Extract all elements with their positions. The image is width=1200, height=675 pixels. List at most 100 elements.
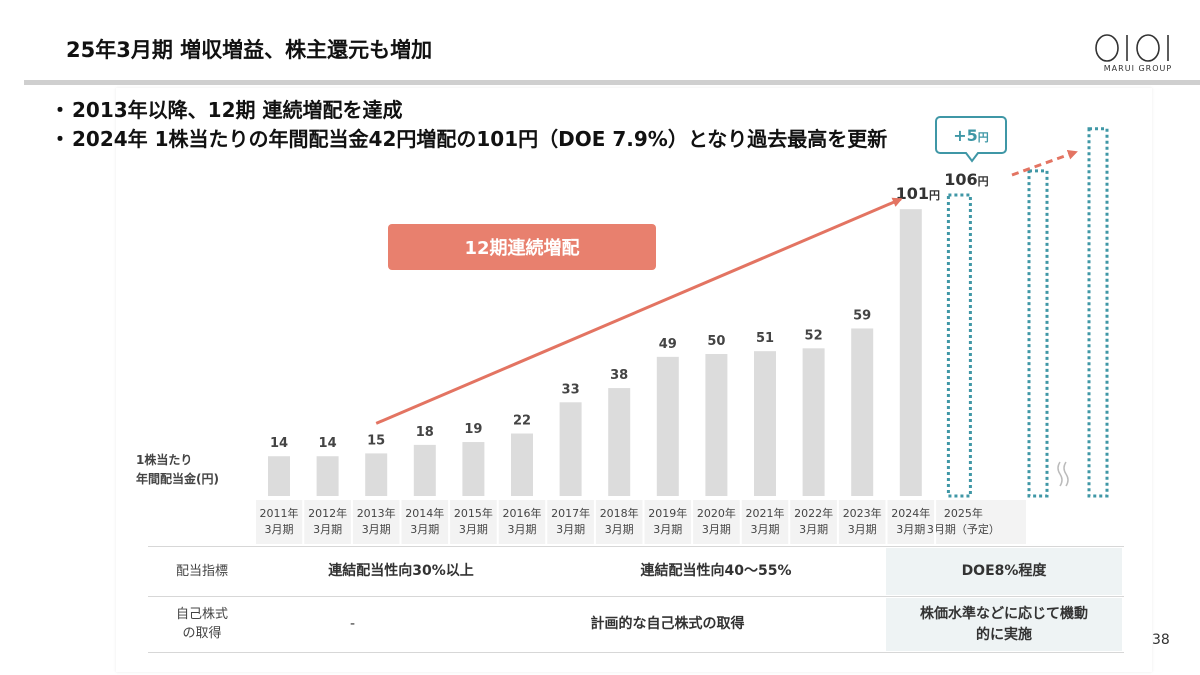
bar-value-label: 101円 [896, 184, 940, 203]
bar-forecast [946, 193, 972, 498]
bar [316, 456, 339, 496]
page-title: 25年3月期 増収増益、株主還元も増加 [66, 38, 433, 62]
bar [705, 354, 728, 496]
bar [559, 402, 582, 496]
bar-value-number: 101 [896, 184, 929, 203]
bar [656, 356, 679, 496]
bar [365, 453, 388, 496]
bar-value-label: 22 [513, 414, 531, 429]
bar-value-number: 106 [944, 170, 977, 189]
y-axis-label-line2: 年間配当金(円) [136, 471, 219, 486]
buyback-cell-flexible: 株価水準などに応じて機動的に実施 [886, 598, 1122, 651]
row-label-buyback-text: 自己株式の取得 [175, 607, 228, 641]
increase-callout [935, 116, 1007, 163]
x-tick-label: 3月期 [751, 523, 780, 536]
streak-label: 12期連続増配 [464, 237, 579, 259]
x-tick-label: 2020年 [697, 506, 736, 520]
streak-box [388, 224, 656, 270]
increase-callout-unit: 円 [978, 131, 989, 144]
x-tick-label: 2024年 [891, 506, 930, 520]
category-band [256, 500, 1026, 544]
x-tick-label: 2016年 [503, 506, 542, 520]
table-bottom-line [148, 652, 1124, 653]
logo-text: MARUI GROUP [1103, 64, 1173, 73]
row-label-buyback: 自己株式の取得 [150, 605, 254, 643]
bar [268, 456, 290, 496]
x-tick-label: 3月期 [605, 523, 634, 536]
x-tick-label: 3月期 [653, 523, 682, 536]
bullet-item: 2024年 1株当たりの年間配当金42円増配の101円（DOE 7.9%）となり… [50, 125, 912, 154]
buyback-cell-flexible-text: 株価水準などに応じて機動的に実施 [920, 605, 1088, 643]
bar-value-label: 19 [464, 422, 482, 437]
x-tick-label: 2012年 [308, 506, 347, 520]
bar-value-label: 49 [659, 337, 677, 352]
squiggle-icon [1057, 461, 1063, 487]
row-label-dividend-metric: 配当指標 [175, 564, 228, 579]
metric-cell-payout-40-55: 連結配当性向40〜55% [640, 563, 792, 579]
buyback-cell-planned: 計画的な自己株式の取得 [590, 616, 745, 632]
marui-logo [1095, 34, 1169, 62]
bar [462, 442, 485, 496]
metric-cell-payout-30: 連結配当性向30%以上 [328, 563, 474, 579]
bar-future [1027, 169, 1049, 498]
x-tick-label: 3月期 [508, 523, 537, 536]
x-tick-label: 3月期 [848, 523, 877, 536]
squiggle-icon [1063, 461, 1069, 487]
bar-value-unit: 円 [978, 175, 989, 188]
x-tick-label: 2015年 [454, 506, 493, 520]
page-number: 38 [1152, 632, 1170, 648]
x-tick-label: 3月期 [799, 523, 828, 536]
bar-value-label: 59 [853, 308, 871, 323]
bar-value-label: 52 [805, 328, 823, 343]
bar-value-label: 33 [562, 382, 580, 397]
metric-cell-doe: DOE8%程度 [886, 548, 1122, 595]
x-tick-label: 2011年 [260, 506, 299, 520]
bar-value-label: 15 [367, 433, 385, 448]
bar-value-label: 14 [270, 436, 288, 451]
bar-value-label: 50 [707, 334, 725, 349]
x-tick-label: 3月期 [896, 523, 925, 536]
x-tick-label: 3月期 [265, 523, 294, 536]
x-tick-label: 2019年 [648, 506, 687, 520]
x-tick-label: 3月期 [313, 523, 342, 536]
bar-value-label: 18 [416, 425, 434, 440]
y-axis-label-line1: 1株当たり [136, 452, 192, 467]
bar-value-label: 51 [756, 331, 774, 346]
bar [899, 209, 922, 496]
table-mid-line [148, 596, 1124, 597]
x-tick-label: 2025年 [944, 506, 983, 520]
header-divider [24, 80, 1200, 85]
x-tick-label: 2022年 [794, 506, 833, 520]
x-tick-label: 3月期（予定） [927, 522, 1000, 536]
bar [754, 351, 776, 496]
bar [802, 348, 825, 496]
x-tick-label: 3月期 [459, 523, 488, 536]
x-tick-label: 3月期 [362, 523, 391, 536]
x-tick-label: 2023年 [843, 506, 882, 520]
x-tick-label: 2017年 [551, 506, 590, 520]
bar-value-label: 38 [610, 368, 628, 383]
x-tick-label: 2013年 [357, 506, 396, 520]
bar [608, 388, 631, 496]
bar [511, 433, 533, 496]
bullet-list: 2013年以降、12期 連続増配を達成 2024年 1株当たりの年間配当金42円… [50, 96, 912, 154]
x-tick-label: 3月期 [702, 523, 731, 536]
x-tick-label: 2014年 [405, 506, 444, 520]
bar [851, 328, 874, 496]
x-tick-label: 3月期 [410, 523, 439, 536]
bullet-item: 2013年以降、12期 連続増配を達成 [50, 96, 912, 125]
growth-arrow [375, 197, 903, 425]
x-tick-label: 2018年 [600, 506, 639, 520]
bar-future [1087, 127, 1109, 498]
bar-value-unit: 円 [929, 189, 940, 202]
increase-callout-number: +5 [953, 126, 978, 145]
bar-value-label: 106円 [944, 170, 988, 189]
table-top-line [148, 546, 1124, 547]
bar [413, 444, 436, 496]
bar-value-label: 14 [319, 436, 337, 451]
x-tick-label: 2021年 [746, 506, 785, 520]
buyback-cell-none: - [349, 616, 356, 632]
x-tick-label: 3月期 [556, 523, 585, 536]
increase-callout-label: +5円 [953, 126, 989, 145]
